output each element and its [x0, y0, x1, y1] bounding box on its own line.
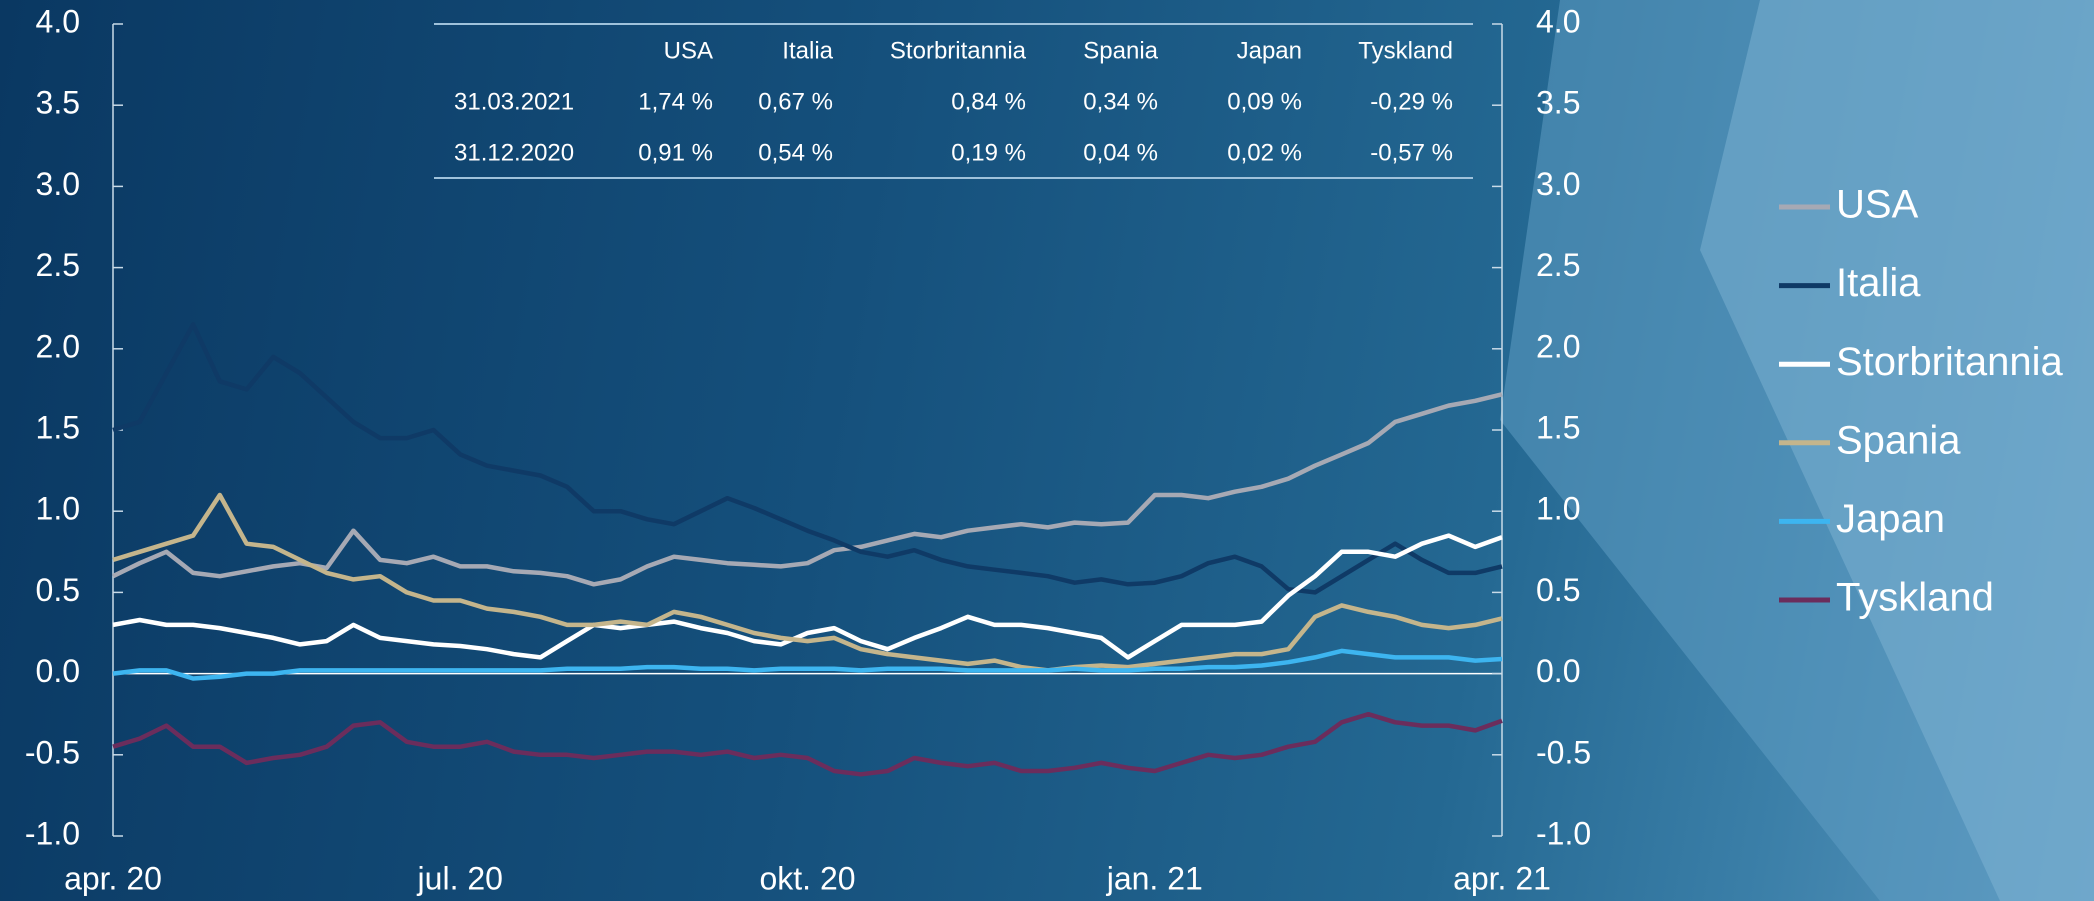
- table-cell: -0,29 %: [1370, 88, 1453, 115]
- table-cell: 0,09 %: [1227, 88, 1302, 115]
- table-header: Italia: [782, 37, 833, 64]
- table-cell: 1,74 %: [638, 88, 713, 115]
- table-header: Spania: [1083, 37, 1158, 64]
- x-tick-label: jan. 21: [1106, 860, 1203, 896]
- x-tick-label: apr. 21: [1453, 860, 1551, 896]
- y-tick-label: 0.0: [36, 653, 80, 689]
- legend-label: Italia: [1836, 261, 1921, 305]
- y2-tick-label: 0.5: [1536, 572, 1580, 608]
- background-shape: [1700, 0, 2094, 901]
- y2-tick-label: 4.0: [1536, 3, 1580, 39]
- x-tick-label: okt. 20: [759, 860, 855, 896]
- x-tick-label: jul. 20: [417, 860, 503, 896]
- legend-label: USA: [1836, 183, 1919, 227]
- legend-label: Storbritannia: [1836, 340, 2064, 384]
- y-tick-label: 3.0: [36, 166, 80, 202]
- y2-tick-label: 1.0: [1536, 491, 1580, 527]
- y2-tick-label: 0.0: [1536, 653, 1580, 689]
- y-tick-label: -1.0: [25, 815, 80, 851]
- y-tick-label: 2.0: [36, 328, 80, 364]
- line-series: [112, 711, 1503, 777]
- y2-tick-label: 2.0: [1536, 328, 1580, 364]
- table-row-label: 31.03.2021: [454, 88, 574, 115]
- line-series: [112, 392, 1503, 587]
- legend-label: Tyskland: [1836, 576, 1994, 620]
- y2-tick-label: 3.5: [1536, 85, 1580, 121]
- table-cell: 0,04 %: [1083, 139, 1158, 166]
- table-header: Japan: [1237, 37, 1302, 64]
- y-tick-label: -0.5: [25, 734, 80, 770]
- table-header: USA: [664, 37, 713, 64]
- y2-tick-label: 1.5: [1536, 409, 1580, 445]
- legend-label: Spania: [1836, 418, 1961, 462]
- line-series: [112, 322, 1503, 595]
- table-cell: 0,84 %: [951, 88, 1026, 115]
- table-header: Tyskland: [1358, 37, 1453, 64]
- y-tick-label: 1.0: [36, 491, 80, 527]
- line-series: [112, 492, 1503, 673]
- y-tick-label: 3.5: [36, 85, 80, 121]
- table-cell: 0,34 %: [1083, 88, 1158, 115]
- y-tick-label: 0.5: [36, 572, 80, 608]
- y2-tick-label: -0.5: [1536, 734, 1591, 770]
- x-tick-label: apr. 20: [64, 860, 162, 896]
- y-tick-label: 2.5: [36, 247, 80, 283]
- table-cell: 0,91 %: [638, 139, 713, 166]
- y2-tick-label: -1.0: [1536, 815, 1591, 851]
- table-cell: 0,54 %: [758, 139, 833, 166]
- background-shape: [1500, 0, 2094, 901]
- table-header: Storbritannia: [890, 37, 1027, 64]
- y2-tick-label: 2.5: [1536, 247, 1580, 283]
- table-cell: -0,57 %: [1370, 139, 1453, 166]
- table-cell: 0,19 %: [951, 139, 1026, 166]
- line-series: [112, 648, 1503, 681]
- table-cell: 0,67 %: [758, 88, 833, 115]
- table-row-label: 31.12.2020: [454, 139, 574, 166]
- y-tick-label: 1.5: [36, 409, 80, 445]
- table-cell: 0,02 %: [1227, 139, 1302, 166]
- y2-tick-label: 3.0: [1536, 166, 1580, 202]
- legend-label: Japan: [1836, 497, 1945, 541]
- y-tick-label: 4.0: [36, 3, 80, 39]
- line-series: [112, 533, 1503, 660]
